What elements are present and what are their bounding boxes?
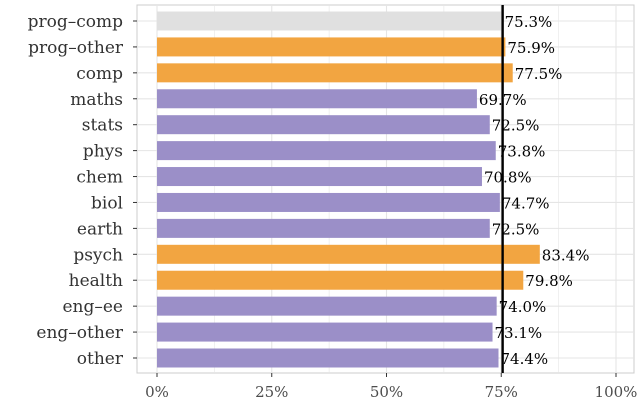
category-label: psych — [73, 245, 123, 265]
bar — [157, 63, 513, 83]
category-label: eng–ee — [62, 297, 123, 317]
x-axis: 0% 25% 50% 75% 100% — [145, 373, 637, 401]
category-label: comp — [76, 64, 123, 84]
category-axis: prog–comp prog–other comp maths stats phys che… — [28, 12, 137, 369]
category-label: prog–other — [28, 38, 124, 58]
plot-panel-border — [136, 4, 635, 374]
x-tick-label: 25% — [255, 383, 288, 401]
bar — [157, 348, 499, 368]
bar — [157, 270, 524, 290]
data-label: 73.1% — [495, 324, 543, 342]
data-label: 69.7% — [479, 91, 527, 109]
x-tick-label: 100% — [595, 383, 638, 401]
x-tick-label: 0% — [145, 383, 169, 401]
category-label: chem — [76, 168, 123, 188]
bar — [157, 296, 497, 316]
data-labels: 75.3% 75.9% 77.5% 69.7% 72.5% 73.8% 70.8% 74.7%… — [479, 13, 590, 368]
bar — [157, 167, 482, 187]
data-label: 79.8% — [525, 272, 573, 290]
bar — [157, 89, 477, 109]
bar — [157, 244, 540, 264]
bar — [157, 218, 490, 238]
bar — [157, 37, 506, 57]
data-label: 74.0% — [499, 298, 547, 316]
bar — [157, 115, 490, 135]
x-tick-label: 50% — [370, 383, 403, 401]
category-label: prog–comp — [28, 12, 124, 32]
data-label: 70.8% — [484, 169, 532, 187]
bar — [157, 141, 496, 161]
data-label: 74.7% — [502, 194, 550, 212]
category-label: earth — [77, 219, 123, 239]
data-label: 72.5% — [492, 220, 540, 238]
category-label: maths — [70, 90, 123, 110]
grid — [136, 4, 635, 374]
data-label: 75.3% — [505, 13, 553, 31]
data-label: 73.8% — [498, 143, 546, 161]
bar — [157, 192, 500, 212]
category-label: other — [77, 349, 124, 369]
data-label: 74.4% — [500, 350, 548, 368]
category-label: eng–other — [36, 323, 123, 343]
data-label: 72.5% — [492, 117, 540, 135]
category-label: health — [69, 271, 123, 291]
category-label: stats — [82, 116, 123, 136]
category-label: phys — [83, 142, 123, 162]
data-label: 83.4% — [542, 246, 590, 264]
x-tick-label: 75% — [485, 383, 518, 401]
bar — [157, 11, 503, 31]
bar — [157, 322, 493, 342]
data-label: 75.9% — [507, 39, 555, 57]
bars — [157, 11, 540, 368]
data-label: 77.5% — [515, 65, 563, 83]
category-label: biol — [91, 193, 123, 213]
